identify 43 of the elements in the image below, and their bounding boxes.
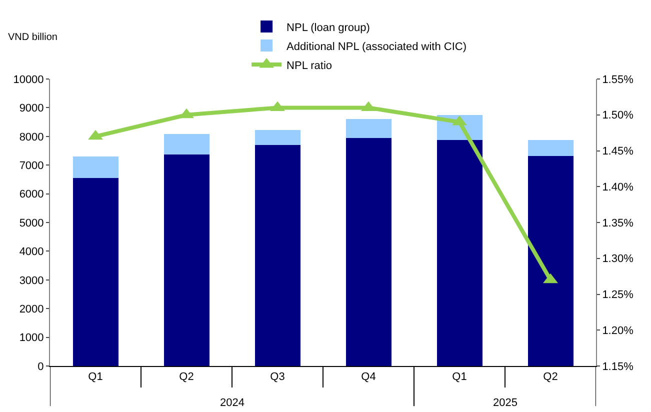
y-tick-label: 9000 (19, 102, 44, 115)
bar (164, 134, 210, 154)
bar (72, 156, 118, 178)
y-tick-label: 10000 (13, 74, 44, 86)
x-tick-label: Q2 (543, 371, 558, 384)
y2-tick-label: 1.50% (602, 110, 634, 122)
y-tick-label: 2000 (19, 303, 44, 316)
x-tick-label: Q3 (270, 371, 285, 384)
y-tick-label: 6000 (19, 188, 44, 201)
bar (436, 140, 482, 366)
y-tick-label: 0 (38, 360, 44, 373)
y-tick-label: 7000 (19, 160, 44, 172)
x-tick-label: Q4 (361, 371, 376, 384)
y-tick-label: 4000 (19, 246, 44, 258)
bar (164, 154, 210, 366)
y2-tick-label: 1.45% (602, 146, 634, 158)
text: 2025 (493, 397, 518, 409)
bar (72, 178, 118, 366)
y2-tick-label: 1.20% (602, 324, 634, 337)
bar (528, 140, 574, 156)
bar (346, 119, 392, 138)
bar (254, 130, 300, 146)
y-tick-label: 3000 (19, 274, 44, 287)
y-tick-label: 5000 (19, 217, 44, 230)
x-tick-label: Q1 (452, 371, 467, 384)
y-tick-label: 1000 (19, 332, 44, 344)
y2-tick-label: 1.35% (602, 217, 634, 230)
y2-tick-label: 1.30% (602, 253, 634, 266)
x-tick-label: Q1 (88, 371, 103, 384)
text: 2024 (220, 397, 244, 409)
y2-tick-label: 1.25% (602, 289, 634, 302)
legend-label: NPL (loan group) (286, 22, 370, 34)
y-axis-title: VND billion (8, 32, 58, 43)
bar (528, 156, 574, 366)
bar (346, 138, 392, 366)
legend-label: NPL ratio (286, 60, 332, 72)
y2-tick-label: 1.40% (602, 181, 634, 194)
legend-label: Additional NPL (associated with CIC) (286, 40, 467, 53)
y-tick-label: 8000 (19, 131, 44, 144)
y2-tick-label: 1.15% (602, 360, 634, 373)
x-tick-label: Q2 (179, 371, 194, 384)
y2-tick-label: 1.55% (602, 74, 634, 86)
bar (254, 145, 300, 366)
